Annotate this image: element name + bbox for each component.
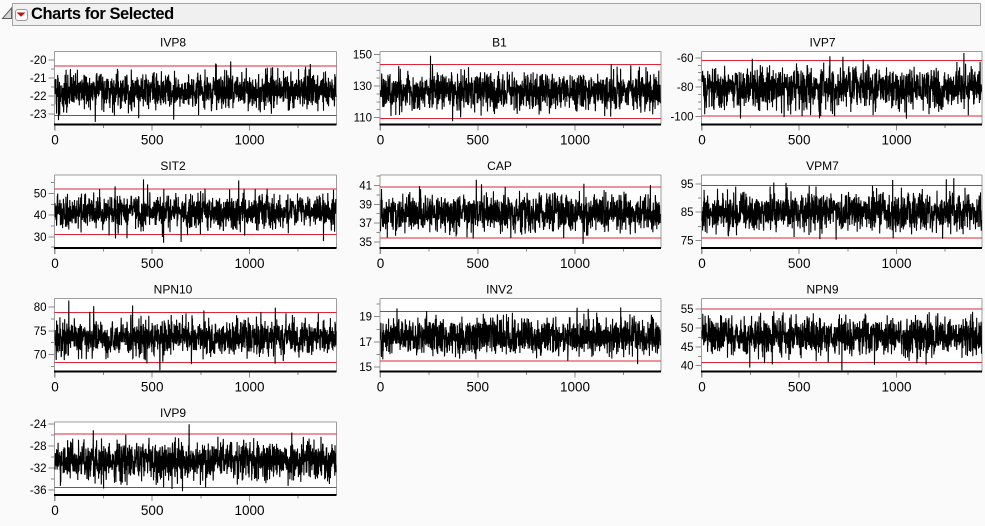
svg-text:150: 150 xyxy=(353,50,372,62)
svg-text:500: 500 xyxy=(141,256,164,271)
svg-text:19: 19 xyxy=(359,312,372,324)
svg-text:75: 75 xyxy=(681,235,694,247)
svg-text:0: 0 xyxy=(51,380,59,395)
svg-text:-23: -23 xyxy=(30,109,47,121)
svg-text:15: 15 xyxy=(359,362,372,374)
svg-text:-24: -24 xyxy=(30,419,47,431)
svg-text:0: 0 xyxy=(51,503,59,518)
svg-text:0: 0 xyxy=(51,133,59,148)
svg-text:35: 35 xyxy=(359,237,372,249)
svg-text:0: 0 xyxy=(698,380,706,395)
svg-text:1000: 1000 xyxy=(881,133,911,148)
svg-text:80: 80 xyxy=(34,302,47,314)
svg-text:0: 0 xyxy=(51,256,59,271)
svg-text:-28: -28 xyxy=(30,441,47,453)
svg-text:45: 45 xyxy=(681,342,694,354)
svg-text:-36: -36 xyxy=(30,485,47,497)
svg-text:500: 500 xyxy=(788,380,811,395)
svg-text:SIT2: SIT2 xyxy=(160,159,186,173)
svg-text:39: 39 xyxy=(359,199,372,211)
svg-text:40: 40 xyxy=(681,361,694,373)
svg-text:-80: -80 xyxy=(677,82,694,94)
svg-text:1000: 1000 xyxy=(234,133,264,148)
svg-text:50: 50 xyxy=(34,189,47,201)
svg-text:IVP9: IVP9 xyxy=(160,406,186,420)
svg-text:1000: 1000 xyxy=(234,503,264,518)
svg-text:85: 85 xyxy=(681,207,694,219)
svg-text:-32: -32 xyxy=(30,463,47,475)
svg-text:-21: -21 xyxy=(30,73,47,85)
svg-text:1000: 1000 xyxy=(560,380,590,395)
svg-text:VPM7: VPM7 xyxy=(806,159,839,173)
svg-text:NPN9: NPN9 xyxy=(806,283,838,297)
svg-text:1000: 1000 xyxy=(881,380,911,395)
svg-text:50: 50 xyxy=(681,323,694,335)
svg-text:95: 95 xyxy=(681,179,694,191)
svg-text:500: 500 xyxy=(467,133,490,148)
svg-text:-100: -100 xyxy=(670,111,693,123)
svg-text:1000: 1000 xyxy=(881,256,911,271)
svg-text:17: 17 xyxy=(359,337,372,349)
svg-text:500: 500 xyxy=(788,256,811,271)
svg-text:0: 0 xyxy=(698,256,706,271)
svg-text:CAP: CAP xyxy=(487,159,512,173)
svg-text:110: 110 xyxy=(354,113,372,125)
svg-text:1000: 1000 xyxy=(560,133,590,148)
svg-text:500: 500 xyxy=(467,380,490,395)
svg-text:B1: B1 xyxy=(492,36,507,50)
svg-text:40: 40 xyxy=(34,210,47,222)
svg-text:IVP7: IVP7 xyxy=(809,36,835,50)
svg-text:30: 30 xyxy=(34,232,47,244)
svg-text:0: 0 xyxy=(377,133,385,148)
svg-text:37: 37 xyxy=(359,218,372,230)
svg-text:NPN10: NPN10 xyxy=(154,283,193,297)
svg-text:-22: -22 xyxy=(30,91,47,103)
svg-text:70: 70 xyxy=(34,350,47,362)
svg-text:500: 500 xyxy=(141,380,164,395)
svg-text:0: 0 xyxy=(377,256,385,271)
svg-text:1000: 1000 xyxy=(234,256,264,271)
svg-text:-20: -20 xyxy=(30,55,47,67)
svg-text:0: 0 xyxy=(698,133,706,148)
svg-text:55: 55 xyxy=(681,304,694,316)
svg-text:130: 130 xyxy=(353,81,372,93)
svg-text:75: 75 xyxy=(34,326,47,338)
svg-text:500: 500 xyxy=(141,133,164,148)
svg-text:500: 500 xyxy=(788,133,811,148)
svg-text:500: 500 xyxy=(141,503,164,518)
svg-text:0: 0 xyxy=(377,380,385,395)
svg-text:IVP8: IVP8 xyxy=(160,36,186,50)
svg-text:500: 500 xyxy=(467,256,490,271)
svg-text:41: 41 xyxy=(359,181,372,193)
svg-text:1000: 1000 xyxy=(234,380,264,395)
svg-text:1000: 1000 xyxy=(560,256,590,271)
svg-text:INV2: INV2 xyxy=(486,283,513,297)
svg-text:-60: -60 xyxy=(677,53,694,65)
